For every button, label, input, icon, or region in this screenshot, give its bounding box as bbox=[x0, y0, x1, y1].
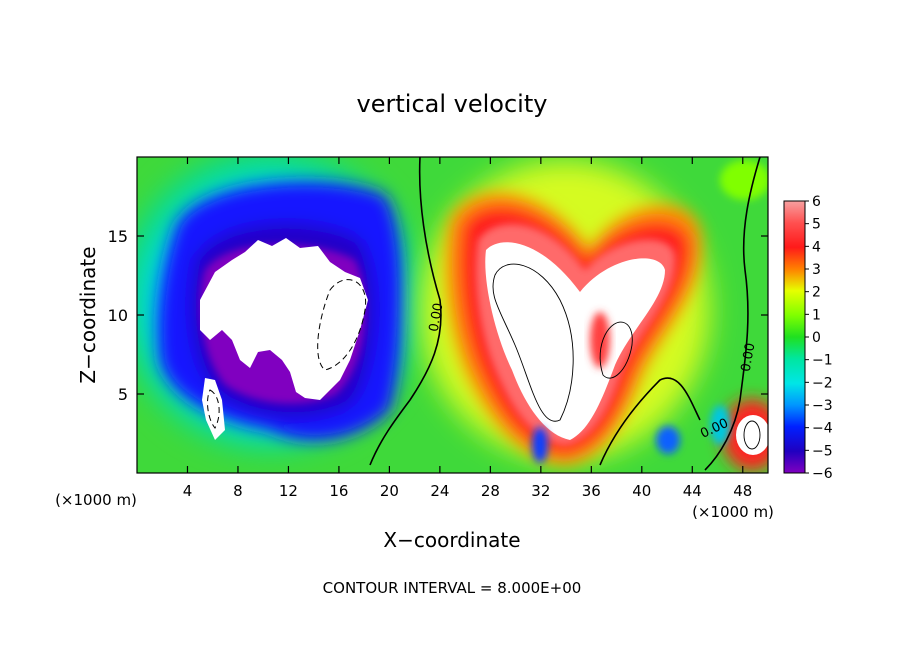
x-tick-label: 32 bbox=[531, 482, 550, 500]
y-tick-label: 15 bbox=[108, 227, 128, 246]
y-tick-label: 10 bbox=[108, 306, 128, 325]
y-tick-label: 5 bbox=[118, 385, 128, 404]
colorbar-tick-label: 3 bbox=[812, 262, 821, 278]
colorbar-tick-label: −3 bbox=[812, 398, 833, 414]
x-tick-label: 16 bbox=[329, 482, 348, 500]
x-tick-label: 4 bbox=[183, 482, 193, 500]
x-axis: 4 8 12 16 20 24 28 32 36 40 44 48 bbox=[183, 157, 752, 500]
y-axis: 5 10 15 bbox=[108, 227, 768, 404]
x-tick-label: 40 bbox=[632, 482, 651, 500]
x-unit-label-left: (×1000 m) bbox=[55, 491, 137, 509]
x-tick-label: 24 bbox=[430, 482, 449, 500]
x-tick-label: 48 bbox=[733, 482, 752, 500]
contour-label: 0.00 bbox=[739, 342, 759, 373]
colorbar-tick-label: −2 bbox=[812, 375, 833, 391]
x-tick-label: 36 bbox=[582, 482, 601, 500]
x-tick-label: 20 bbox=[380, 482, 399, 500]
colorbar-tick-label: 5 bbox=[812, 217, 821, 233]
colorbar-tick-label: 1 bbox=[812, 307, 821, 323]
velocity-field bbox=[137, 157, 768, 473]
colorbar-tick-label: 2 bbox=[812, 285, 821, 301]
colorbar-tick-label: −5 bbox=[812, 443, 833, 459]
colorbar bbox=[783, 200, 806, 474]
x-tick-label: 44 bbox=[683, 482, 702, 500]
chart-title: vertical velocity bbox=[357, 90, 548, 118]
x-tick-label: 28 bbox=[481, 482, 500, 500]
colorbar-tick-label: 6 bbox=[812, 194, 821, 210]
colorbar-tick-label: −6 bbox=[812, 466, 833, 482]
x-tick-label: 12 bbox=[279, 482, 298, 500]
y-axis-label: Z−coordinate bbox=[76, 246, 100, 383]
contour-label: 0.00 bbox=[427, 302, 447, 333]
x-unit-label-right: (×1000 m) bbox=[692, 503, 774, 521]
colorbar-tick-label: 4 bbox=[812, 239, 821, 255]
colorbar-tick-label: −4 bbox=[812, 421, 833, 437]
colorbar-ticks: 6 5 4 3 2 1 0 −1 −2 −3 −4 −5 −6 bbox=[805, 194, 833, 482]
x-axis-label: X−coordinate bbox=[383, 528, 520, 552]
colorbar-tick-label: −1 bbox=[812, 353, 833, 369]
contour-interval-note: CONTOUR INTERVAL = 8.000E+00 bbox=[323, 579, 582, 597]
colorbar-tick-label: 0 bbox=[812, 330, 821, 346]
x-tick-label: 8 bbox=[233, 482, 243, 500]
